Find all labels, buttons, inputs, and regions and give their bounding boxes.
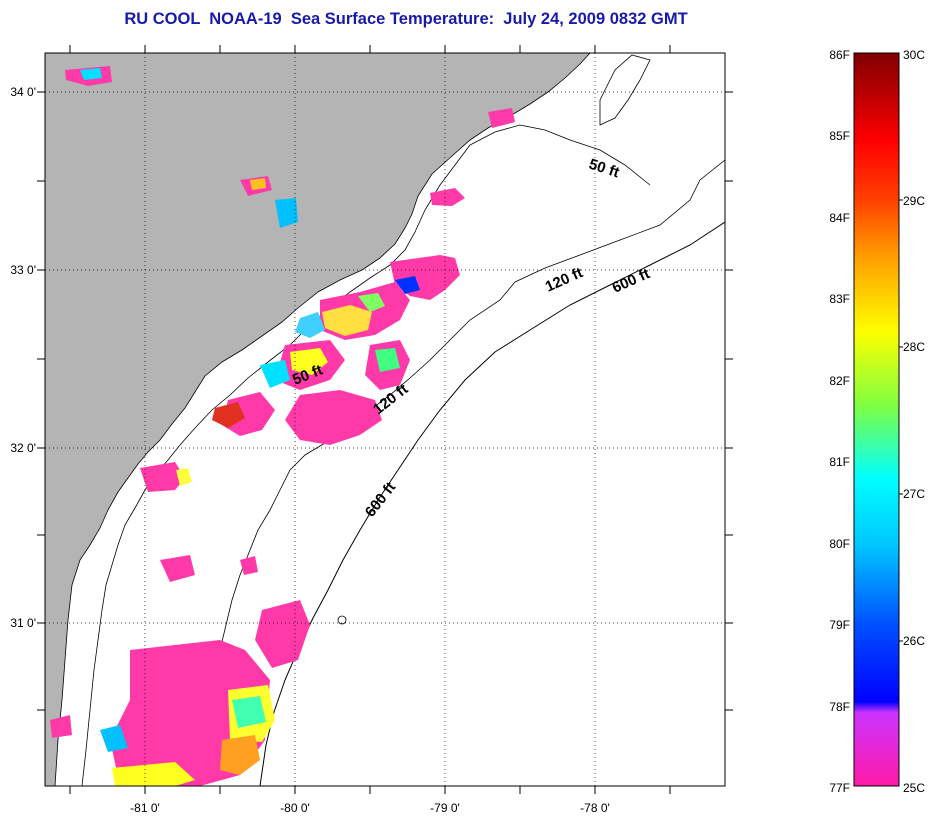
longitude-labels: -81 0' -80 0' -79 0' -78 0' [130,801,610,815]
c-label: 29C [903,194,925,208]
f-label: 78F [829,700,850,714]
pamlico-shoreline [599,54,651,126]
f-label: 77F [829,781,850,795]
f-label: 79F [829,618,850,632]
contour-600ft [259,221,725,786]
sst-patches [50,66,515,786]
lon-label: -81 0' [130,801,160,815]
map-title: RU COOL NOAA-19 Sea Surface Temperature:… [124,10,688,28]
f-label: 85F [829,129,850,143]
c-label: 26C [903,634,925,648]
lon-label: -80 0' [280,801,310,815]
c-label: 25C [903,781,925,795]
f-label: 82F [829,374,850,388]
lon-label: -78 0' [580,801,610,815]
map-frame [44,52,726,787]
lat-label: 32 0' [10,441,36,455]
c-label: 30C [903,48,925,62]
lat-label: 34 0' [10,85,36,99]
colorbar-f-labels: 86F 85F 84F 83F 82F 81F 80F 79F 78F 77F [829,48,850,795]
tick-marks [37,45,733,794]
lat-label: 31 0' [10,616,36,630]
c-label: 28C [903,340,925,354]
f-label: 80F [829,537,850,551]
f-label: 81F [829,455,850,469]
f-label: 86F [829,48,850,62]
coast-detail [54,53,591,786]
f-label: 84F [829,211,850,225]
contour-50ft [81,124,651,786]
seamount-ring [337,615,347,625]
land-mass [45,53,590,786]
lat-label: 33 0' [10,263,36,277]
latitude-labels: 34 0' 33 0' 32 0' 31 0' [10,85,36,630]
colorbar-c-labels: 30C 29C 28C 27C 26C 25C [903,48,925,795]
c-label: 27C [903,487,925,501]
graticule [45,53,725,786]
colorbar-ticks [899,199,903,642]
lon-label: -79 0' [430,801,460,815]
f-label: 83F [829,292,850,306]
colorbar [853,52,900,787]
